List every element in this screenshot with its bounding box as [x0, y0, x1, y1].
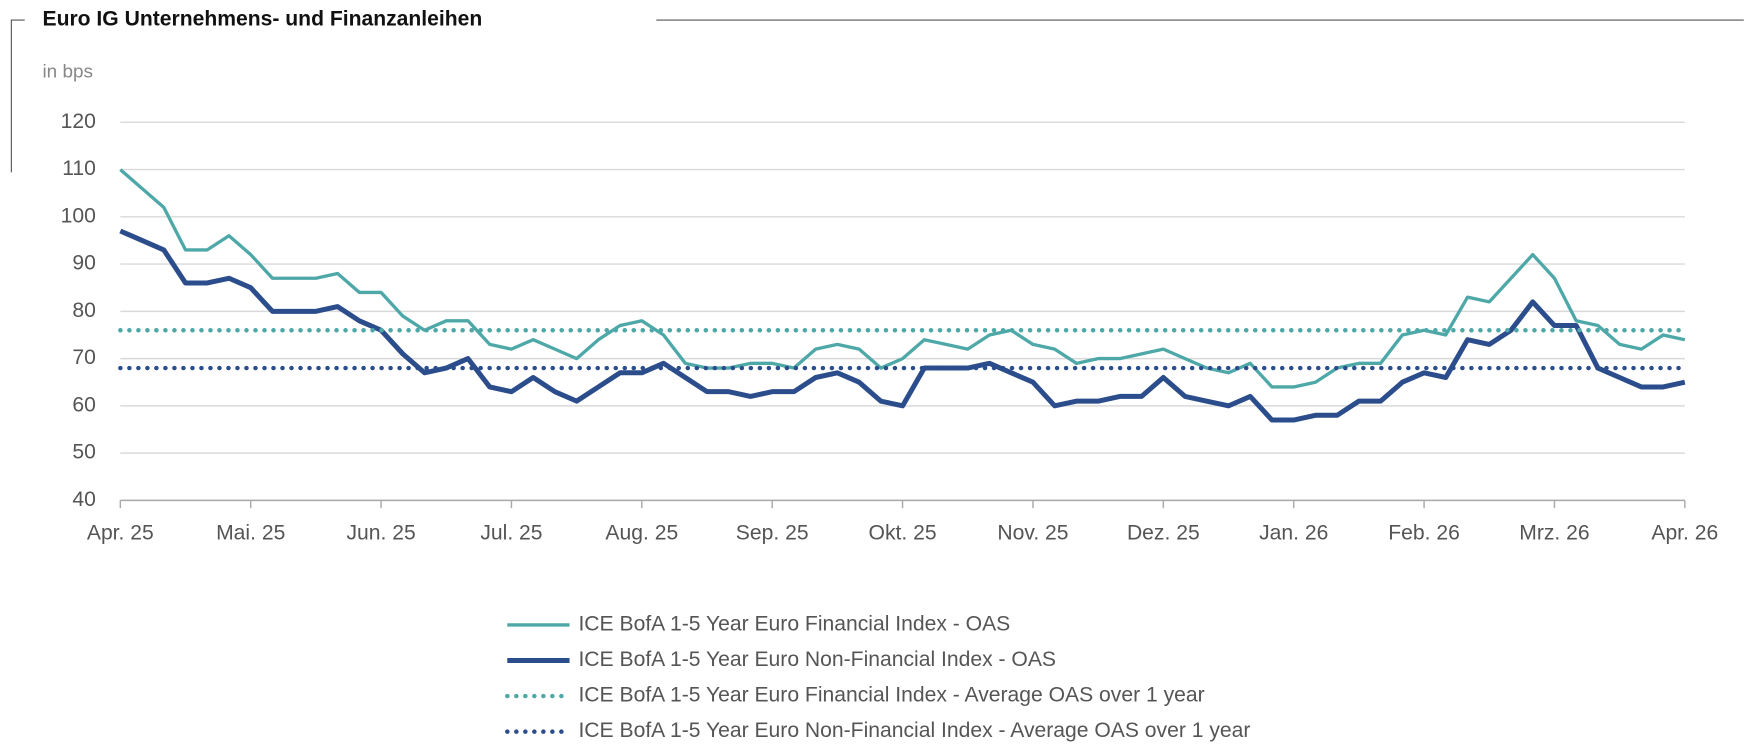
x-tick-label: Okt. 25	[869, 521, 937, 544]
x-tick-label: Jul. 25	[480, 521, 542, 544]
x-tick-label: Sep. 25	[736, 521, 809, 544]
y-tick-label: 50	[72, 441, 95, 464]
y-tick-label: 90	[72, 252, 95, 275]
x-tick-label: Aug. 25	[605, 521, 678, 544]
x-tick-label: Apr. 25	[87, 521, 154, 544]
y-tick-label: 40	[72, 488, 95, 511]
x-tick-label: Jun. 25	[346, 521, 415, 544]
x-tick-label: Mrz. 26	[1519, 521, 1589, 544]
y-tick-label: 100	[61, 204, 96, 227]
x-tick-label: Mai. 25	[216, 521, 285, 544]
chart-title: Euro IG Unternehmens- und Finanzanleihen	[42, 8, 482, 31]
x-tick-label: Dez. 25	[1127, 521, 1200, 544]
y-tick-label: 120	[61, 110, 96, 133]
y-tick-label: 80	[72, 299, 95, 322]
y-tick-label: 110	[62, 157, 96, 180]
y-tick-label: 60	[72, 393, 95, 416]
x-tick-label: Nov. 25	[997, 521, 1068, 544]
legend-label: ICE BofA 1-5 Year Euro Non-Financial Ind…	[578, 648, 1056, 671]
legend-label: ICE BofA 1-5 Year Euro Financial Index -…	[578, 612, 1010, 635]
frame	[10, 19, 25, 173]
series-line	[119, 168, 1686, 389]
legend-label: ICE BofA 1-5 Year Euro Non-Financial Ind…	[578, 719, 1250, 742]
legend-label: ICE BofA 1-5 Year Euro Financial Index -…	[578, 684, 1204, 707]
y-tick-label: 70	[72, 346, 95, 369]
x-tick-label: Feb. 26	[1388, 521, 1460, 544]
x-tick-label: Jan. 26	[1259, 521, 1328, 544]
x-tick-label: Apr. 26	[1651, 521, 1718, 544]
y-axis-label: in bps	[42, 61, 92, 82]
